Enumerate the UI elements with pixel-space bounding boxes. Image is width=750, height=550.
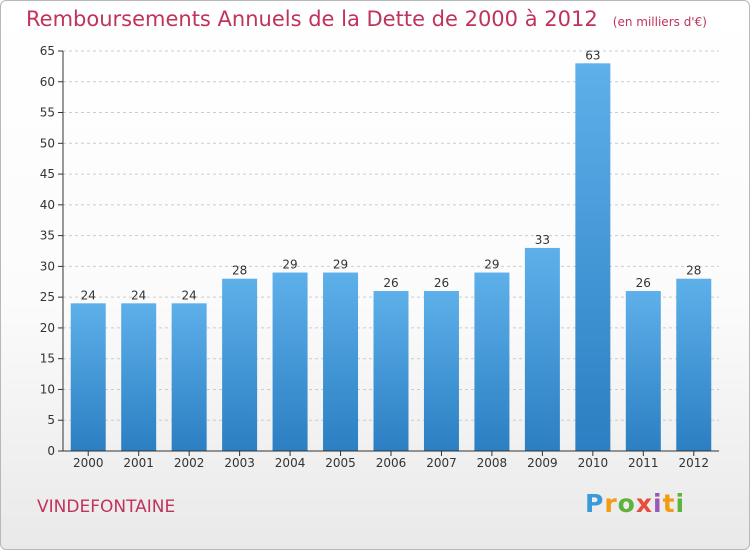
x-tick-label: 2009 [527,456,558,470]
x-tick-label: 2006 [376,456,407,470]
x-tick-label: 2012 [678,456,709,470]
bar [222,278,258,451]
x-tick-label: 2004 [275,456,306,470]
logo-letter: o [617,489,636,518]
logo-letter: i [653,489,663,518]
data-label: 29 [333,258,348,272]
bar [575,63,611,452]
y-tick-label: 45 [40,167,55,181]
y-tick-label: 50 [40,136,55,150]
bar [171,303,207,451]
x-tick-label: 2011 [628,456,659,470]
data-label: 29 [484,258,499,272]
bar [524,247,560,451]
chart-title: Remboursements Annuels de la Dette de 20… [26,7,598,31]
x-tick-label: 2001 [123,456,154,470]
data-label: 28 [232,264,247,278]
data-label: 24 [81,288,96,302]
y-tick-label: 20 [40,321,55,335]
y-tick-label: 40 [40,198,55,212]
data-label: 28 [686,264,701,278]
y-tick-label: 5 [47,413,55,427]
chart-subtitle: (en milliers d'€) [612,15,707,29]
data-label: 26 [636,276,651,290]
bar [373,291,409,451]
bar [323,272,359,451]
x-tick-label: 2008 [477,456,508,470]
x-tick-label: 2005 [325,456,356,470]
logo-letter: i [675,489,686,518]
y-tick-label: 55 [40,106,55,120]
title-row: Remboursements Annuels de la Dette de 20… [26,7,707,31]
x-tick-label: 2002 [174,456,205,470]
data-label: 33 [535,233,550,247]
bar [625,291,661,451]
logo-letter: x [635,489,653,518]
y-tick-label: 10 [40,382,55,396]
y-tick-label: 25 [40,290,55,304]
data-label: 29 [282,258,297,272]
data-label: 63 [585,48,600,62]
data-label: 24 [131,288,146,302]
y-tick-label: 35 [40,229,55,243]
data-label: 24 [182,288,197,302]
y-tick-label: 15 [40,352,55,366]
y-tick-label: 65 [40,44,55,58]
bar [474,272,510,451]
x-tick-label: 2000 [73,456,104,470]
logo-letter: t [662,489,676,518]
logo-letter: r [604,489,618,518]
data-label: 26 [383,276,398,290]
bar [70,303,106,451]
logo-letter: P [585,489,605,518]
y-tick-label: 30 [40,259,55,273]
x-tick-label: 2003 [224,456,255,470]
commune-name: VINDEFONTAINE [37,497,176,517]
y-tick-label: 0 [47,444,55,458]
proxiti-logo: Proxiti [585,489,685,518]
bar [121,303,157,451]
y-tick-label: 60 [40,75,55,89]
x-tick-label: 2007 [426,456,457,470]
bar [676,278,712,451]
bar [423,291,459,451]
bar [272,272,308,451]
data-label: 26 [434,276,449,290]
x-tick-label: 2010 [578,456,609,470]
